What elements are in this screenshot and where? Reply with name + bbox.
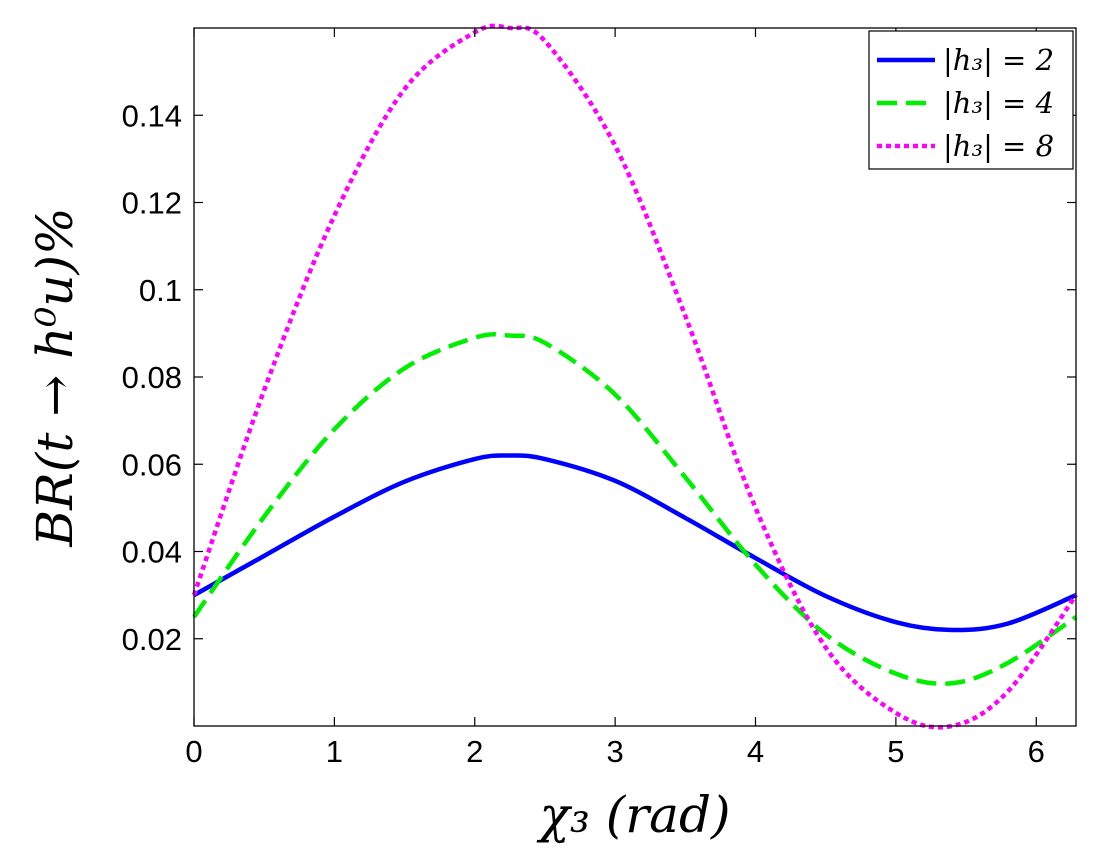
legend-label-1: |h₃| = 2 [943, 43, 1054, 77]
x-tick-label: 4 [747, 734, 764, 769]
x-tick-label: 6 [1028, 734, 1045, 769]
x-tick-label: 0 [185, 734, 202, 769]
y-tick-label: 0.1 [139, 273, 182, 308]
y-tick-label: 0.08 [122, 360, 182, 395]
legend: |h₃| = 2 |h₃| = 4 |h₃| = 8 [868, 30, 1074, 170]
x-tick-label: 1 [326, 734, 343, 769]
y-tick-label: 0.04 [122, 535, 182, 570]
series-line-2 [192, 332, 1078, 686]
y-tick-label: 0.12 [122, 186, 182, 221]
x-tick-label: 2 [466, 734, 483, 769]
y-axis-title: BR(t → h⁰u)% [26, 207, 84, 547]
y-tick-label: 0.06 [122, 447, 182, 482]
series-line-3 [191, 23, 1078, 730]
legend-box [868, 30, 1074, 170]
ticks-layer: 0 1 2 3 4 5 6 0.02 0.04 0.06 0.08 0.1 0.12 0.14 [122, 28, 1076, 769]
x-tick-label: 3 [606, 734, 623, 769]
series-line-1 [192, 453, 1077, 633]
series-layer [191, 23, 1078, 730]
x-axis-title: χ₃ (rad) [537, 786, 731, 844]
y-tick-label: 0.02 [122, 622, 182, 657]
legend-label-2: |h₃| = 4 [943, 86, 1054, 120]
x-tick-label: 5 [887, 734, 904, 769]
y-tick-label: 0.14 [122, 98, 182, 133]
legend-label-3: |h₃| = 8 [943, 129, 1054, 163]
